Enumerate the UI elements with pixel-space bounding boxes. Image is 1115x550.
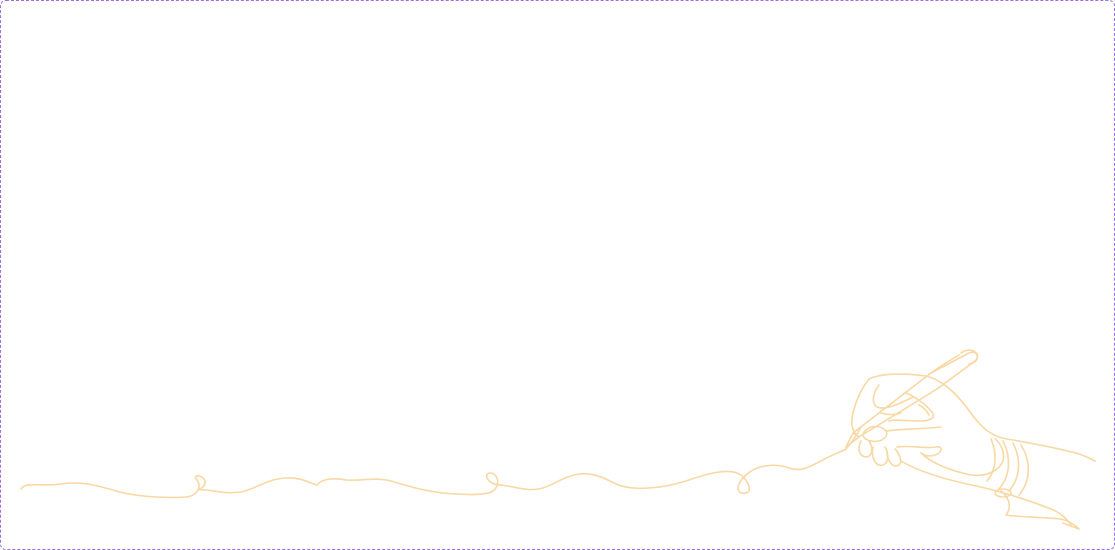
palm-lower (896, 445, 942, 457)
wrist-lower (900, 460, 1072, 526)
bracelet-1 (986, 438, 996, 482)
pen-clip (930, 354, 960, 374)
pen-tip (845, 432, 860, 448)
sleeve-edge (1000, 490, 1080, 530)
bracelet-3 (1008, 442, 1020, 492)
pen-body (852, 351, 978, 438)
pinky-finger (871, 446, 889, 467)
little-finger-tip (886, 448, 902, 467)
bracelet-bead (994, 488, 1012, 498)
finger-detail-1 (880, 412, 902, 416)
ring-finger (858, 440, 873, 458)
finger-detail-2 (918, 404, 930, 416)
hand-top-knuckles (851, 378, 870, 438)
wrist-curve (920, 438, 1005, 477)
thumb (862, 425, 888, 443)
middle-finger (888, 392, 935, 422)
bracelet-4 (1018, 444, 1030, 496)
pen-cap (960, 349, 979, 365)
handwriting-line (20, 426, 862, 499)
thumb-crease (885, 426, 942, 432)
bracelet-2 (998, 440, 1010, 490)
index-finger (872, 384, 914, 409)
hand-back (868, 373, 1096, 462)
